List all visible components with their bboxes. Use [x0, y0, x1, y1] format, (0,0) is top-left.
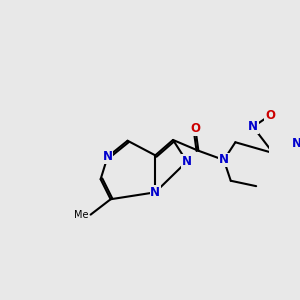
Text: N: N — [150, 186, 160, 199]
Text: N: N — [182, 155, 192, 168]
Text: O: O — [265, 109, 275, 122]
Text: N: N — [248, 120, 258, 134]
Text: O: O — [190, 122, 200, 135]
Text: N: N — [103, 150, 112, 164]
Text: N: N — [292, 137, 300, 150]
Text: N: N — [219, 154, 229, 166]
Text: Me: Me — [74, 210, 88, 220]
